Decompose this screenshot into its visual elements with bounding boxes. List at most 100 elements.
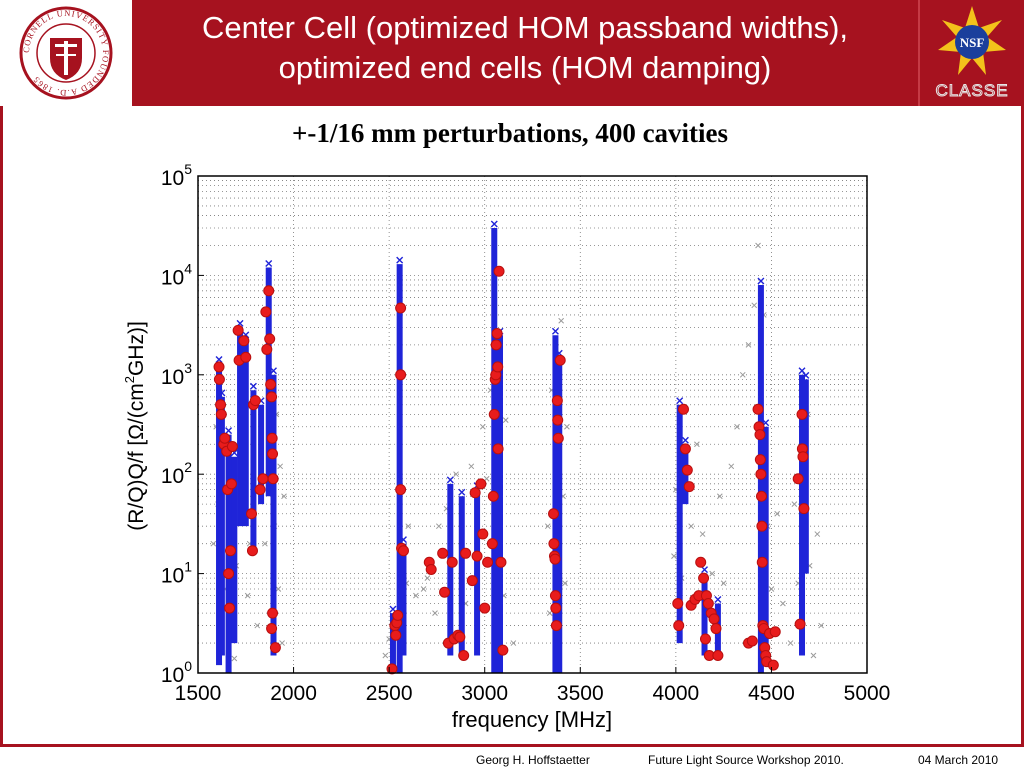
measured-point [702, 598, 714, 610]
measured-point [225, 478, 237, 490]
measured-point [495, 556, 507, 568]
measured-point [267, 607, 279, 619]
y-tick-base: 10 [161, 366, 184, 389]
footer-author: Georg H. Hoffstaetter [476, 753, 590, 767]
background-point [479, 423, 486, 430]
measured-point [486, 538, 498, 550]
measured-point [479, 602, 491, 614]
measured-point [240, 351, 252, 363]
measured-point [265, 378, 277, 390]
measured-point [261, 343, 273, 355]
y-tick-label: 100 [161, 658, 192, 687]
y-axis-label-sup: 2 [122, 376, 137, 383]
measured-point [269, 642, 281, 654]
measured-point [224, 602, 236, 614]
measured-point [264, 333, 276, 345]
measured-point [460, 547, 472, 559]
measured-point [392, 609, 404, 621]
measured-point [487, 490, 499, 502]
measured-point [215, 408, 227, 420]
background-point [562, 580, 568, 587]
measured-point [263, 285, 275, 297]
x-axis-label: frequency [MHz] [452, 707, 612, 732]
passband-top-marker [249, 382, 257, 390]
measured-point [395, 302, 407, 314]
passband-top-marker [490, 220, 498, 228]
measured-point [769, 626, 781, 638]
background-points [210, 242, 824, 662]
y-axis-label: (R/Q)Q/f [Ω/(cm2GHz)] [122, 321, 148, 531]
y-tick-label: 101 [161, 559, 192, 588]
background-point [231, 655, 238, 662]
background-point [279, 640, 285, 646]
measured-series [213, 265, 810, 675]
passband-top-marker [681, 436, 689, 444]
background-point [716, 493, 723, 500]
background-point [281, 493, 287, 500]
passband-top-marker [396, 256, 404, 264]
passband-top-marker [757, 277, 765, 285]
background-point [688, 523, 695, 530]
background-point [210, 540, 217, 547]
measured-point [698, 572, 710, 584]
y-tick-label: 103 [161, 360, 192, 389]
measured-point [549, 553, 561, 565]
measured-point [224, 545, 236, 557]
measured-point [551, 395, 563, 407]
measured-point [673, 620, 685, 632]
background-point [453, 471, 459, 478]
measured-point [798, 503, 810, 515]
background-point [739, 371, 746, 378]
background-point [262, 540, 268, 547]
measured-point [471, 550, 483, 562]
measured-point [246, 508, 258, 520]
y-tick-base: 10 [161, 565, 184, 588]
measured-point [681, 464, 693, 476]
measured-point [755, 468, 767, 480]
y-tick-base: 10 [161, 266, 184, 289]
x-tick-label: 5000 [844, 682, 891, 705]
measured-point [755, 490, 767, 502]
background-point [275, 586, 282, 592]
y-tick-exponent: 4 [184, 260, 192, 276]
measured-point [708, 613, 720, 625]
background-point [671, 553, 677, 559]
background-point [435, 523, 442, 530]
background-point [254, 622, 261, 629]
slide-title: Center Cell (optimized HOM passband widt… [150, 8, 900, 88]
measured-point [767, 659, 779, 671]
measured-point [482, 556, 494, 568]
measured-point [425, 563, 437, 575]
measured-point [710, 623, 722, 635]
chart-title: +-1/16 mm perturbations, 400 cavities [291, 118, 729, 148]
background-point [413, 592, 419, 599]
background-point [502, 417, 509, 423]
measured-point [672, 598, 684, 610]
measured-point [550, 602, 562, 614]
measured-point [267, 448, 279, 460]
measured-point [497, 644, 509, 656]
background-point [745, 342, 752, 348]
measured-point [219, 432, 231, 444]
measured-point [439, 586, 451, 598]
y-tick-base: 10 [161, 465, 184, 488]
measured-point [477, 528, 489, 540]
measured-point [548, 538, 560, 550]
measured-point [266, 432, 278, 444]
classe-logo-text: CLASSE [935, 81, 1008, 100]
measured-point [488, 408, 500, 420]
background-point [694, 441, 700, 448]
measured-point [552, 432, 564, 444]
measured-point [792, 473, 804, 485]
measured-point [493, 265, 505, 277]
background-point [720, 580, 727, 587]
chart: 1500 2000 2500 3000 3500 4000 4500 5000 1001011… [122, 161, 891, 732]
measured-point [437, 547, 449, 559]
measured-point [267, 473, 279, 485]
x-tick-label: 1500 [175, 682, 222, 705]
footer-event: Future Light Source Workshop 2010. [648, 753, 844, 767]
measured-point [683, 481, 695, 493]
background-point [564, 423, 570, 430]
background-point [405, 523, 412, 530]
